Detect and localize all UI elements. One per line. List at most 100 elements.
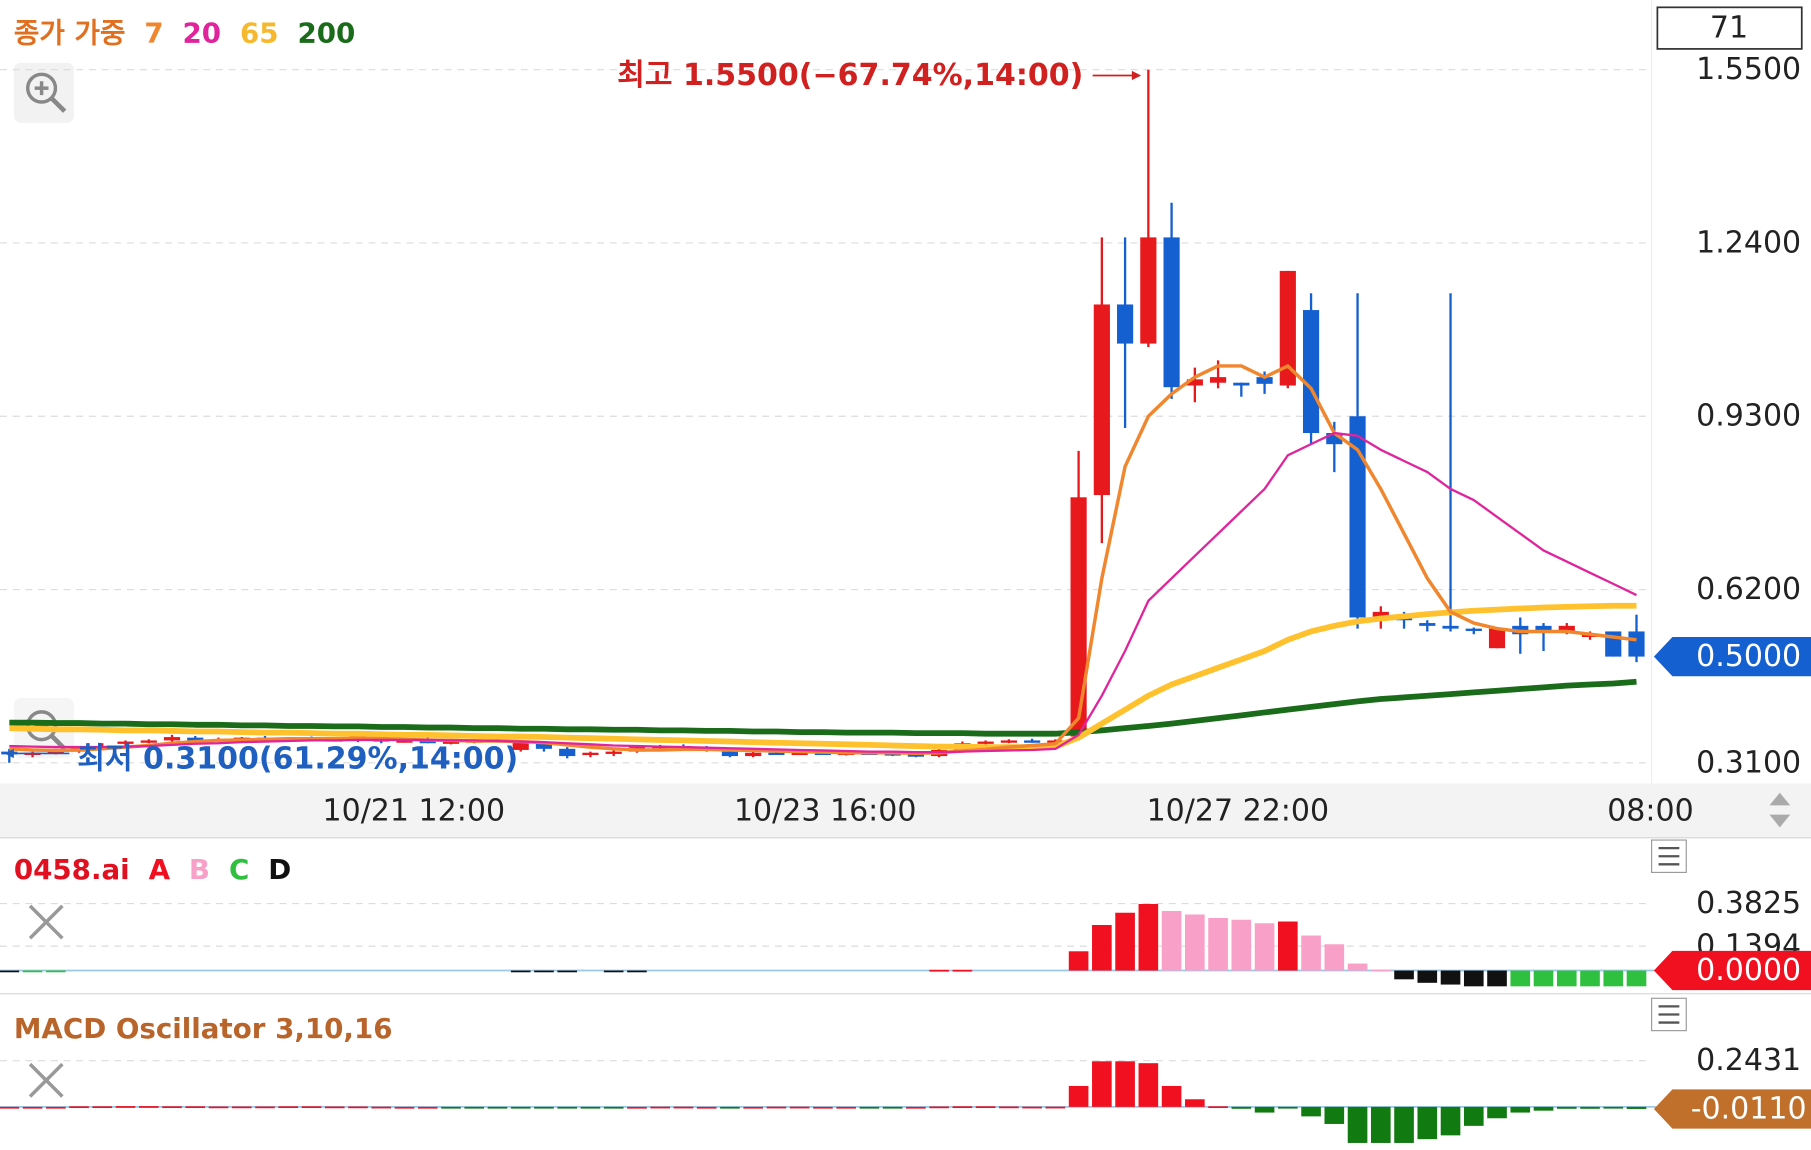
bar — [1277, 1106, 1298, 1109]
bar — [1510, 970, 1531, 987]
bar — [348, 1106, 368, 1109]
bar — [627, 1106, 647, 1109]
axis-scroll-button[interactable] — [1769, 792, 1791, 828]
candle-body — [117, 741, 134, 744]
last-value-label: -0.0110 — [1691, 1091, 1807, 1126]
panel-close-button[interactable] — [28, 1062, 64, 1098]
bar — [906, 1106, 926, 1109]
bar — [1231, 919, 1252, 971]
bar — [929, 969, 949, 972]
legend-entry: C — [229, 852, 249, 885]
bar — [1138, 1063, 1159, 1107]
bar — [1626, 1106, 1647, 1109]
bar — [1068, 951, 1089, 971]
bar — [1254, 923, 1275, 971]
bar — [1394, 1106, 1414, 1143]
bar — [115, 1106, 136, 1108]
bar — [1440, 1106, 1461, 1136]
bar — [92, 1106, 113, 1109]
bar — [580, 1106, 601, 1109]
last-value-tag — [1653, 636, 1811, 677]
bar — [138, 1106, 159, 1108]
legend-entry: 7 — [144, 16, 163, 49]
candle-body — [419, 740, 436, 744]
bar — [1370, 1106, 1391, 1143]
last-value-tag — [1653, 950, 1811, 991]
candle-body — [1000, 740, 1017, 743]
marks-layer — [0, 69, 1647, 1143]
bar — [1533, 970, 1554, 987]
bar — [487, 1106, 508, 1109]
bar — [185, 1106, 206, 1109]
bar — [22, 970, 43, 973]
legend-entry: 200 — [297, 16, 355, 49]
candle-body — [1488, 628, 1506, 649]
bar — [1208, 1106, 1228, 1109]
y-tick-label: 0.3100 — [1696, 745, 1801, 780]
bar — [1394, 970, 1414, 980]
count-value: 71 — [1710, 11, 1748, 46]
y-tick-label: 0.9300 — [1696, 399, 1801, 434]
candle-body — [187, 737, 204, 741]
candle-body — [1465, 628, 1482, 631]
bar — [650, 1106, 670, 1109]
x-tick-label: 10/21 12:00 — [323, 794, 506, 829]
panel-menu-button[interactable] — [1651, 839, 1687, 873]
bar — [1254, 1106, 1275, 1113]
candle-body — [1419, 623, 1436, 626]
y-tick-label: 0.2431 — [1696, 1043, 1801, 1078]
bar — [1626, 970, 1647, 987]
bar — [859, 1106, 880, 1109]
x-tick-label: 10/27 22:00 — [1147, 794, 1330, 829]
bar — [789, 1106, 810, 1109]
low-annotation: 최저 0.3100(61.29%,14:00) — [77, 742, 518, 777]
bar — [1045, 1106, 1066, 1109]
candle-body — [745, 752, 762, 757]
y-tick-label: 1.5500 — [1696, 52, 1801, 87]
bar — [1301, 1106, 1321, 1117]
moving-average-line — [9, 431, 1637, 754]
bar — [882, 1106, 903, 1109]
bar — [1603, 970, 1624, 987]
bar — [975, 1106, 996, 1109]
bar — [1022, 1106, 1042, 1109]
bar — [1347, 963, 1368, 971]
bar — [1324, 944, 1345, 971]
grid-layer — [0, 69, 1811, 1108]
candle-body — [163, 737, 181, 741]
candle-body — [907, 754, 924, 757]
candle-body — [442, 741, 460, 744]
panel-menu-button[interactable] — [1651, 997, 1687, 1032]
bar — [1556, 1106, 1577, 1109]
bar — [1092, 1061, 1112, 1107]
candle-body — [1024, 740, 1041, 743]
bar — [1417, 970, 1438, 983]
candle-body — [1256, 377, 1273, 384]
panel-close-button[interactable] — [28, 904, 64, 940]
bar — [720, 1106, 740, 1109]
panel-legend: 0458.ai A B C D — [14, 852, 291, 885]
count-box — [1656, 6, 1803, 50]
bar — [627, 970, 647, 973]
panel-title: MACD Oscillator 3,10,16 — [14, 1012, 393, 1045]
bar — [1580, 970, 1600, 987]
legend-entry: 65 — [240, 16, 279, 49]
bar — [1556, 970, 1577, 987]
legend-entry: D — [268, 852, 291, 885]
last-value-tag — [1653, 1089, 1811, 1129]
legend-entry: B — [189, 852, 210, 885]
candle-body — [1326, 433, 1343, 445]
zoom-in-button[interactable] — [13, 62, 74, 123]
bar — [162, 1106, 182, 1109]
bar — [69, 1106, 89, 1109]
bar — [952, 1106, 973, 1109]
moving-average-line — [9, 602, 1637, 750]
bar — [0, 970, 20, 973]
candle-body — [559, 748, 576, 757]
candle-body — [768, 752, 785, 756]
moving-average-line — [9, 364, 1637, 756]
bar — [1185, 1099, 1205, 1107]
bar — [1370, 969, 1391, 972]
candle-body — [582, 752, 599, 756]
y-tick-label: 0.3825 — [1696, 886, 1801, 921]
